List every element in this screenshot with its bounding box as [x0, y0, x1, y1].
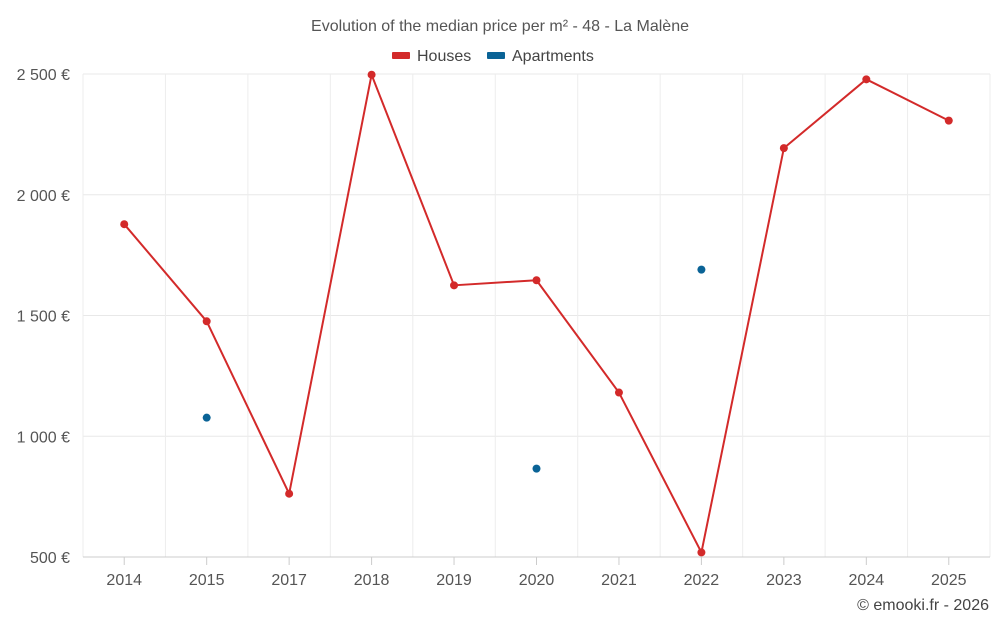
- x-tick-label: 2023: [766, 572, 802, 589]
- copyright-credit: © emooki.fr - 2026: [857, 597, 989, 614]
- houses-data-point: [862, 75, 871, 84]
- chart-title: Evolution of the median price per m² - 4…: [311, 18, 689, 35]
- legend-label-houses: Houses: [417, 48, 471, 65]
- apartments-data-point: [697, 265, 706, 274]
- legend-label-apartments: Apartments: [512, 48, 594, 65]
- houses-data-point: [285, 489, 294, 498]
- x-tick-label: 2017: [271, 572, 307, 589]
- x-tick-label: 2022: [684, 572, 720, 589]
- y-tick-label: 2 000 €: [17, 188, 70, 205]
- y-tick-label: 500 €: [30, 550, 70, 567]
- legend: Houses Apartments: [392, 48, 594, 65]
- legend-swatch-apartments: [487, 52, 505, 59]
- houses-data-point: [614, 388, 623, 397]
- x-tick-label: 2014: [106, 572, 142, 589]
- apartments-data-point: [202, 413, 211, 422]
- houses-data-point: [532, 276, 541, 285]
- y-tick-label: 2 500 €: [17, 67, 70, 84]
- y-tick-label: 1 000 €: [17, 429, 70, 446]
- x-tick-label: 2015: [189, 572, 225, 589]
- x-tick-label: 2025: [931, 572, 967, 589]
- houses-data-point: [367, 70, 376, 79]
- houses-data-point: [697, 548, 706, 557]
- houses-data-point: [202, 317, 211, 326]
- apartments-data-point: [532, 464, 541, 473]
- axes: 500 € 1 000 € 1 500 € 2 000 € 2 500 € 2014 201…: [17, 67, 990, 589]
- houses-data-point: [944, 116, 953, 125]
- y-tick-label: 1 500 €: [17, 309, 70, 326]
- x-tick-label: 2024: [849, 572, 885, 589]
- grid: [82, 73, 991, 558]
- x-tick-label: 2018: [354, 572, 390, 589]
- legend-swatch-houses: [392, 52, 410, 59]
- houses-data-point: [450, 281, 459, 290]
- houses-data-point: [120, 220, 129, 229]
- x-tick-label: 2019: [436, 572, 472, 589]
- series: [120, 70, 953, 557]
- houses-data-point: [779, 144, 788, 153]
- x-tick-label: 2020: [519, 572, 555, 589]
- x-tick-label: 2021: [601, 572, 637, 589]
